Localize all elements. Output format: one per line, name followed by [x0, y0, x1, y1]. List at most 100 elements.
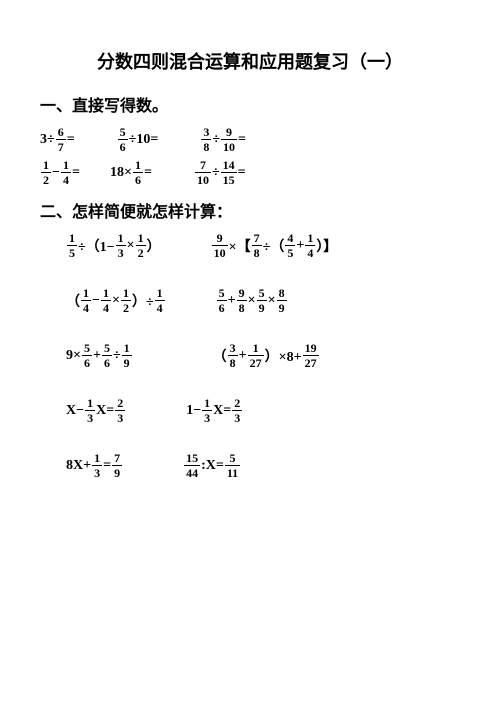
- d: 5: [285, 245, 295, 259]
- n: 1: [133, 159, 143, 172]
- p1a: 15 ÷（1− 13 × 12 ）: [66, 232, 161, 259]
- n: 8: [277, 287, 287, 300]
- section-1-head: 一、直接写得数。: [40, 92, 460, 116]
- d: 2: [41, 172, 51, 186]
- txt: X−: [66, 403, 84, 419]
- txt: ）÷: [132, 291, 154, 311]
- frac: 14: [81, 287, 91, 314]
- d: 6: [102, 355, 112, 369]
- txt: ）】: [316, 236, 337, 256]
- d: 6: [82, 355, 92, 369]
- txt: +: [296, 238, 304, 254]
- d: 3: [232, 410, 242, 424]
- txt: +: [93, 348, 101, 364]
- frac: 59: [257, 287, 267, 314]
- n: 6: [56, 126, 66, 139]
- txt: ÷（1−: [78, 236, 115, 256]
- frac: 23: [115, 397, 125, 424]
- txt: ×: [268, 293, 276, 309]
- d: 7: [56, 139, 66, 153]
- d: 44: [184, 465, 200, 479]
- txt: −: [92, 293, 100, 309]
- d: 8: [201, 139, 211, 153]
- d: 3: [115, 410, 125, 424]
- section-2-head: 二、怎样简便就怎样计算：: [40, 198, 460, 222]
- d: 27: [303, 355, 319, 369]
- frac: 38: [201, 126, 211, 153]
- n: 1: [202, 397, 212, 410]
- n: 1: [61, 159, 71, 172]
- frac: 98: [237, 287, 247, 314]
- txt: =: [67, 132, 75, 148]
- txt: 18×: [110, 165, 132, 181]
- txt: ×: [112, 293, 120, 309]
- n: 1: [81, 287, 91, 300]
- d: 15: [221, 172, 237, 186]
- txt: :X=: [201, 458, 224, 474]
- n: 1: [67, 232, 77, 245]
- frac: 14: [305, 232, 315, 259]
- n: 5: [118, 126, 128, 139]
- n: 15: [184, 452, 200, 465]
- n: 5: [228, 452, 238, 465]
- txt: =: [103, 458, 111, 474]
- p2b: 56 + 98 × 59 × 89: [216, 287, 288, 314]
- n: 1: [101, 287, 111, 300]
- s1r1c3: 38 ÷ 910 =: [200, 126, 246, 153]
- n: 1: [155, 287, 165, 300]
- frac: 67: [56, 126, 66, 153]
- n: 1: [116, 232, 126, 245]
- d: 8: [252, 245, 262, 259]
- s1-row2: 12 − 14 = 18× 16 = 710 ÷ 1415 =: [40, 159, 460, 186]
- txt: =: [238, 165, 246, 181]
- frac: 12: [41, 159, 51, 186]
- frac: 38: [228, 342, 238, 369]
- n: 2: [115, 397, 125, 410]
- p3b: （ 38 + 127 ）×8+ 1927: [213, 342, 320, 369]
- n: 14: [221, 159, 237, 172]
- n: 5: [217, 287, 227, 300]
- n: 1: [251, 342, 261, 355]
- d: 5: [67, 245, 77, 259]
- frac: 78: [252, 232, 262, 259]
- frac: 89: [277, 287, 287, 314]
- frac: 14: [101, 287, 111, 314]
- d: 9: [257, 300, 267, 314]
- txt: ÷10=: [129, 132, 159, 148]
- d: 4: [101, 300, 111, 314]
- frac: 910: [221, 126, 237, 153]
- n: 7: [252, 232, 262, 245]
- s2-row1: 15 ÷（1− 13 × 12 ） 910 ×【 78 ÷（ 45 + 14 ）…: [40, 232, 460, 259]
- txt: ）: [147, 236, 161, 256]
- p4b: 1− 13 X= 23: [186, 397, 243, 424]
- d: 11: [225, 465, 240, 479]
- txt: ×【: [229, 236, 251, 256]
- n: 2: [232, 397, 242, 410]
- frac: 15: [67, 232, 77, 259]
- d: 8: [228, 355, 238, 369]
- s1r2c2: 18× 16 =: [110, 159, 152, 186]
- d: 10: [212, 245, 228, 259]
- d: 4: [61, 172, 71, 186]
- n: 7: [198, 159, 208, 172]
- frac: 1927: [303, 342, 319, 369]
- s1r2c1: 12 − 14 =: [40, 159, 80, 186]
- d: 10: [195, 172, 211, 186]
- n: 19: [303, 342, 319, 355]
- n: 7: [112, 452, 122, 465]
- s2-row4: X− 13 X= 23 1− 13 X= 23: [40, 397, 460, 424]
- n: 9: [215, 232, 225, 245]
- n: 1: [41, 159, 51, 172]
- p4a: X− 13 X= 23: [66, 397, 126, 424]
- n: 5: [102, 342, 112, 355]
- n: 1: [136, 232, 146, 245]
- txt: （: [66, 291, 80, 311]
- d: 9: [122, 355, 132, 369]
- d: 2: [136, 245, 146, 259]
- d: 3: [85, 410, 95, 424]
- s2-row3: 9× 56 + 56 ÷ 19 （ 38 + 127 ）×8+ 1927: [40, 342, 460, 369]
- txt: ÷（: [263, 236, 285, 256]
- frac: 45: [285, 232, 295, 259]
- d: 4: [155, 300, 165, 314]
- frac: 14: [61, 159, 71, 186]
